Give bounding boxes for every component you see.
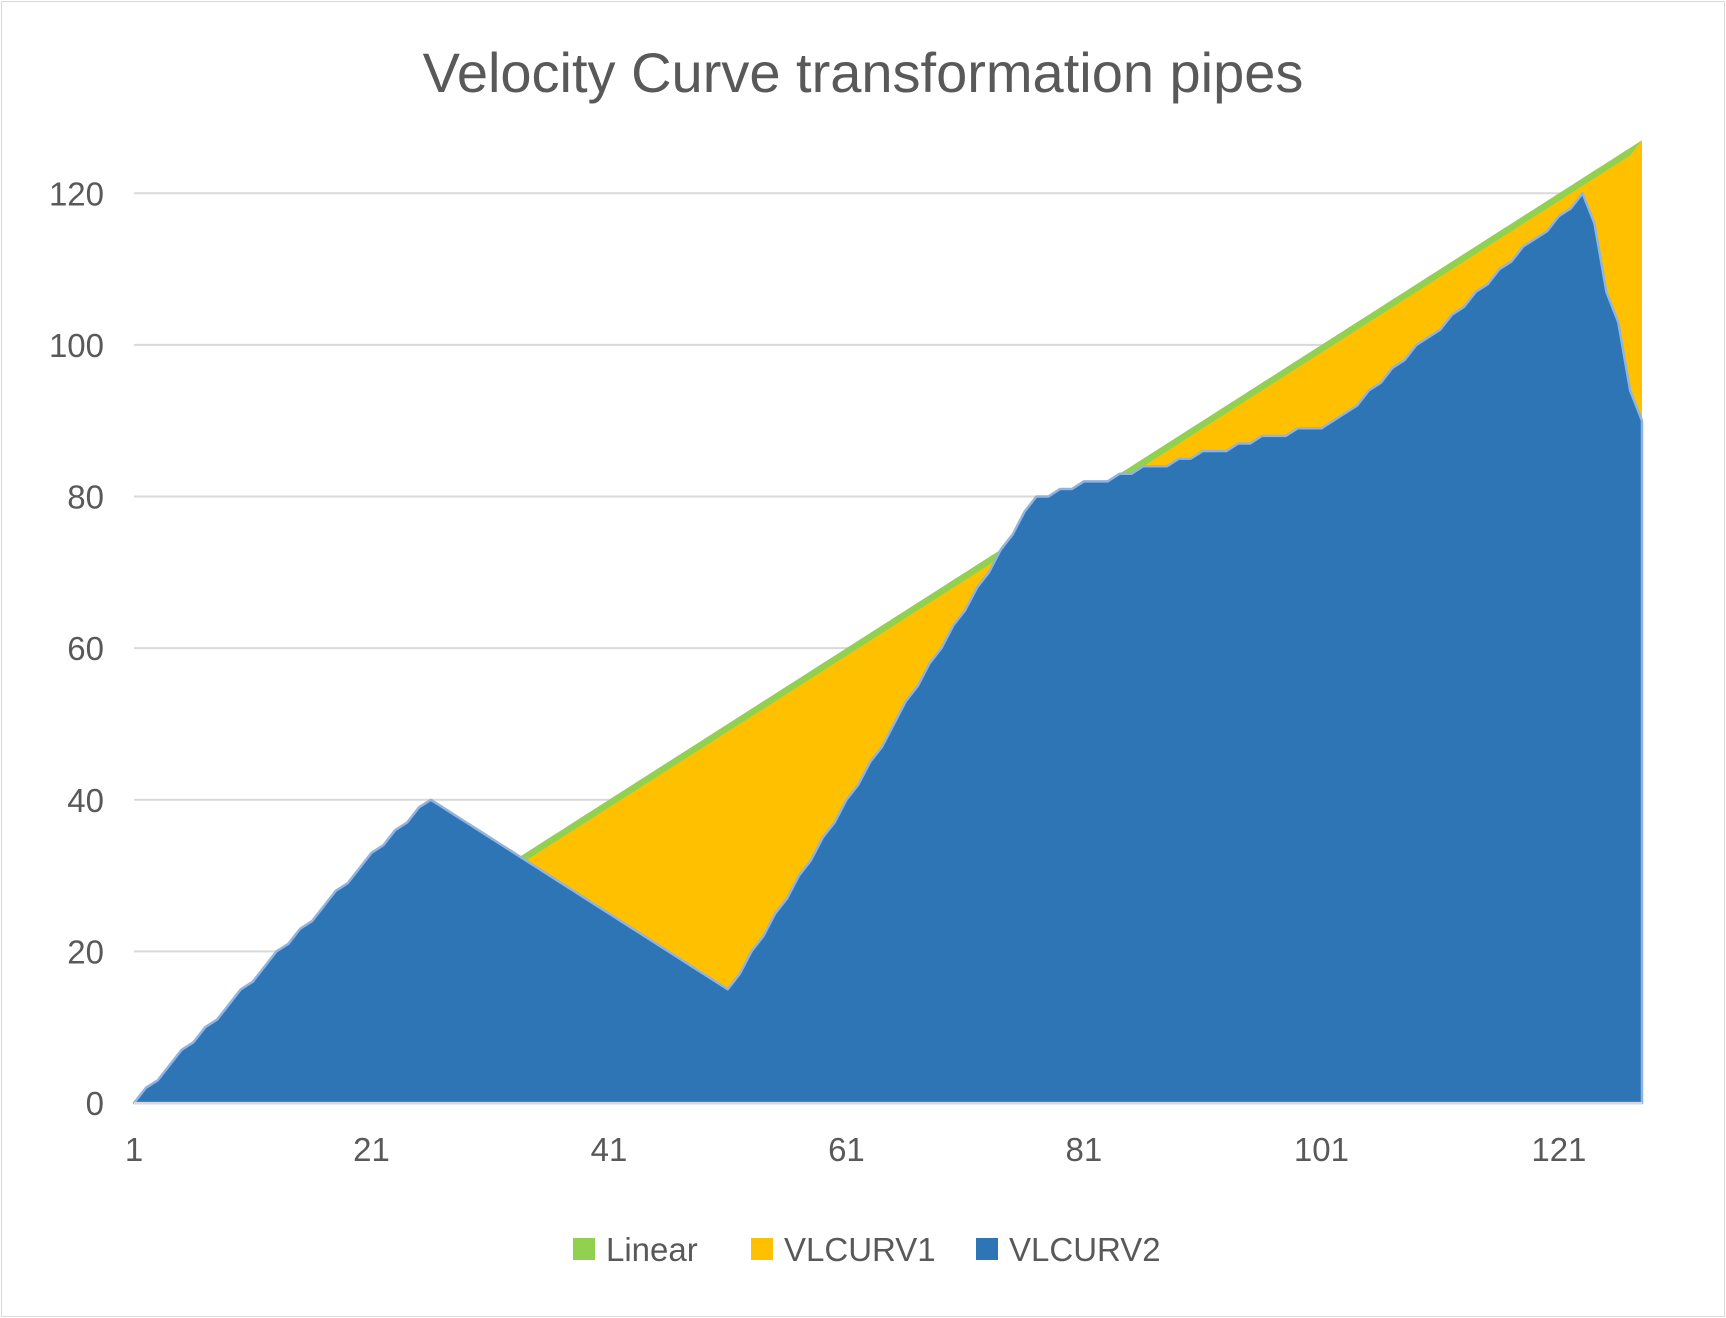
y-tick-label: 40 [67,782,104,819]
y-tick-label: 120 [49,175,104,212]
y-tick-label: 80 [67,479,104,516]
legend-item-linear: Linear [573,1231,698,1268]
y-tick-label: 0 [86,1085,104,1122]
legend-swatch [751,1238,773,1260]
legend-label: VLCURV2 [1009,1231,1161,1268]
x-tick-label: 101 [1294,1131,1349,1168]
x-tick-label: 121 [1531,1131,1586,1168]
legend-item-vlcurv1: VLCURV1 [751,1231,936,1268]
y-tick-label: 60 [67,630,104,667]
plot-area [132,140,1644,1105]
legend-swatch [976,1238,998,1260]
x-tick-label: 61 [828,1131,865,1168]
legend-swatch [573,1238,595,1260]
x-tick-label: 1 [125,1131,143,1168]
y-tick-label: 100 [49,327,104,364]
legend: Linear VLCURV1 VLCURV2 [573,1231,1161,1268]
x-tick-label: 81 [1066,1131,1103,1168]
legend-item-vlcurv2: VLCURV2 [976,1231,1161,1268]
legend-label: Linear [606,1231,698,1268]
x-tick-label: 41 [591,1131,628,1168]
legend-label: VLCURV1 [784,1231,936,1268]
chart-title: Velocity Curve transformation pipes [422,41,1304,104]
y-tick-label: 20 [67,933,104,970]
area-series-vlcurv2 [132,192,1644,1105]
x-tick-label: 21 [353,1131,390,1168]
